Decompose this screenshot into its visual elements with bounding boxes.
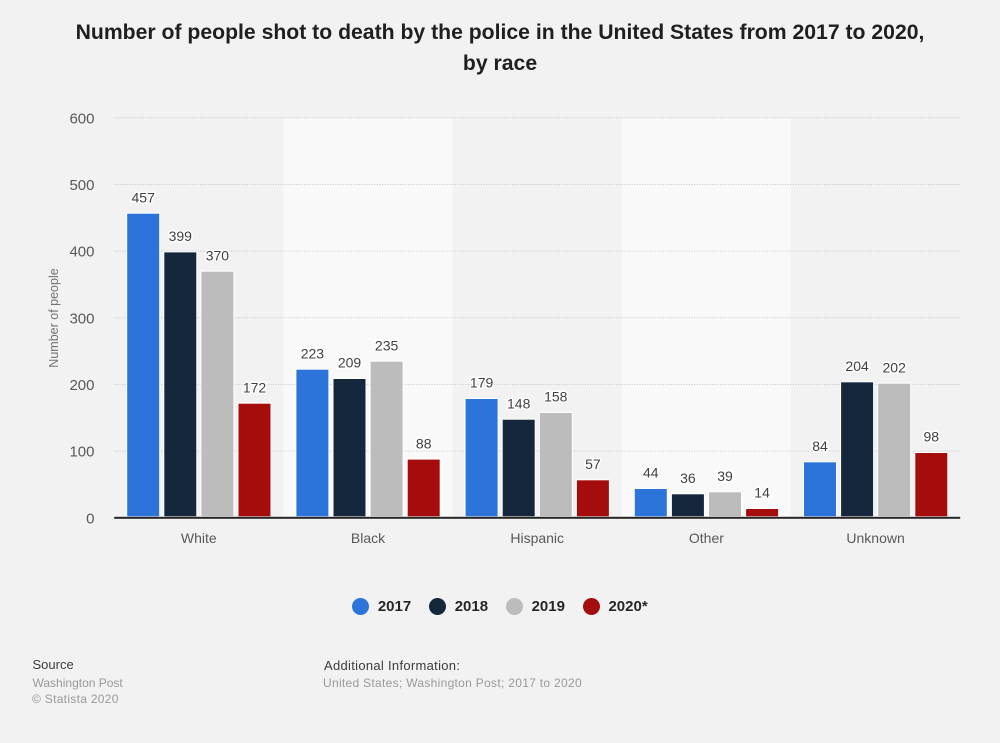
- svg-text:204: 204: [845, 358, 869, 374]
- svg-text:179: 179: [470, 375, 494, 391]
- svg-text:500: 500: [69, 177, 94, 194]
- svg-text:158: 158: [544, 389, 568, 405]
- svg-text:172: 172: [243, 379, 267, 395]
- svg-text:0: 0: [86, 510, 94, 527]
- svg-text:370: 370: [206, 247, 230, 263]
- svg-text:39: 39: [717, 468, 733, 484]
- svg-text:223: 223: [301, 345, 325, 361]
- svg-text:Hispanic: Hispanic: [510, 530, 564, 546]
- svg-text:Black: Black: [351, 530, 386, 546]
- svg-text:36: 36: [680, 470, 696, 486]
- svg-text:399: 399: [169, 228, 193, 244]
- svg-text:235: 235: [375, 337, 399, 353]
- svg-text:84: 84: [812, 438, 828, 454]
- svg-text:202: 202: [883, 359, 907, 375]
- svg-text:Other: Other: [689, 530, 724, 546]
- svg-text:White: White: [181, 530, 217, 546]
- svg-text:100: 100: [69, 444, 94, 461]
- svg-text:148: 148: [507, 395, 531, 411]
- svg-text:300: 300: [69, 310, 94, 327]
- svg-text:88: 88: [416, 435, 432, 451]
- svg-text:57: 57: [585, 456, 601, 472]
- svg-text:98: 98: [924, 429, 940, 445]
- svg-text:Number of people: Number of people: [47, 268, 61, 367]
- svg-text:209: 209: [338, 355, 362, 371]
- svg-text:Unknown: Unknown: [846, 530, 904, 546]
- svg-text:14: 14: [754, 485, 770, 501]
- svg-text:200: 200: [69, 377, 94, 394]
- svg-text:44: 44: [643, 465, 659, 481]
- svg-text:457: 457: [132, 189, 156, 205]
- svg-text:600: 600: [69, 110, 94, 127]
- svg-text:400: 400: [69, 244, 94, 261]
